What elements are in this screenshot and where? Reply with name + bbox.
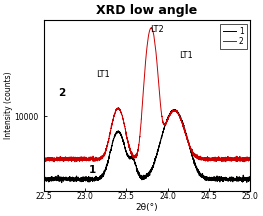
2 xyxy=(42,160,45,162)
Text: 1: 1 xyxy=(89,165,97,175)
1 xyxy=(130,157,134,159)
1 xyxy=(222,176,226,179)
2 xyxy=(222,158,226,160)
1 xyxy=(60,181,63,184)
Line: 2: 2 xyxy=(44,28,250,162)
2 xyxy=(73,160,77,163)
1 xyxy=(66,178,69,181)
Legend: 1, 2: 1, 2 xyxy=(220,24,247,49)
X-axis label: 2θ(°): 2θ(°) xyxy=(136,203,158,212)
1 xyxy=(78,177,81,180)
Line: 1: 1 xyxy=(44,110,250,183)
2 xyxy=(249,159,252,161)
2 xyxy=(150,27,153,29)
Text: LT1: LT1 xyxy=(96,70,110,79)
1 xyxy=(173,108,176,111)
2 xyxy=(78,160,81,163)
2 xyxy=(66,159,69,161)
Title: XRD low angle: XRD low angle xyxy=(97,4,198,17)
2 xyxy=(130,154,134,157)
2 xyxy=(245,158,248,160)
Text: LT2: LT2 xyxy=(150,25,164,34)
Text: LT1: LT1 xyxy=(179,51,193,60)
Y-axis label: Intensity (counts): Intensity (counts) xyxy=(4,71,13,139)
1 xyxy=(42,177,45,180)
1 xyxy=(249,178,252,181)
1 xyxy=(245,177,248,180)
1 xyxy=(122,140,125,143)
2 xyxy=(122,117,125,120)
Text: 2: 2 xyxy=(59,88,66,98)
